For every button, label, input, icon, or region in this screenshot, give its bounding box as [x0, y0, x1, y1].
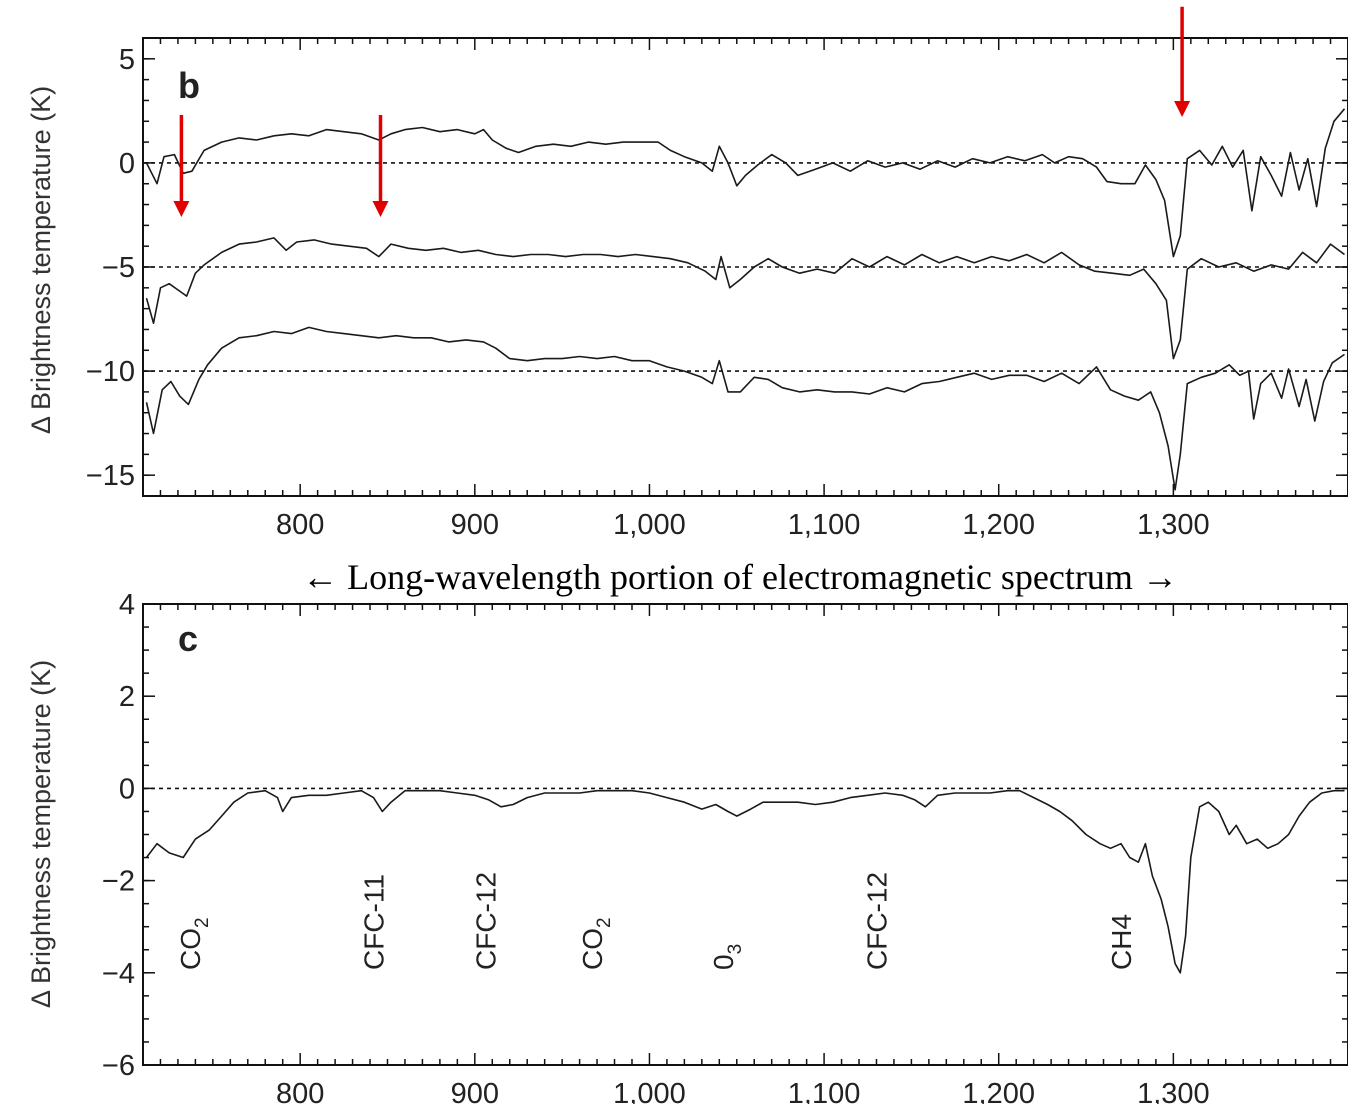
x-tick-label: 1,000 [613, 509, 686, 541]
panel-c-traces [145, 789, 1345, 974]
series-line-0 [145, 789, 1345, 974]
x-tick-label: 1,200 [962, 1078, 1035, 1104]
species-label: CFC-12 [470, 872, 501, 970]
panel-c-species-labels: CO2 CFC-11 CFC-12 CO2 03 CFC-12 CH4 [175, 872, 1137, 970]
series-line-2 [145, 326, 1345, 491]
y-tick-label: −5 [102, 252, 135, 284]
species-label: CO2 [175, 917, 213, 970]
y-tick-label: −4 [102, 958, 135, 990]
red-arrow-head-1 [372, 200, 389, 217]
series-line-0 [145, 108, 1346, 258]
x-tick-label: 800 [276, 1078, 324, 1104]
x-tick-label: 1,100 [788, 509, 861, 541]
x-tick-label: 1,000 [613, 1078, 686, 1104]
y-tick-label: −15 [86, 460, 135, 492]
panel-c-ticks: 800 900 1,000 1,100 1,200 1,300 4 2 0 −2 −4 −6 [102, 589, 1348, 1104]
panel-b-letter: b [178, 65, 200, 106]
species-label: CO2 [577, 917, 615, 970]
x-tick-label: 1,300 [1137, 1078, 1210, 1104]
y-tick-label: 4 [119, 589, 135, 621]
y-tick-label: −2 [102, 866, 135, 898]
panel-c-letter: c [178, 618, 198, 659]
panel-b-y-axis-title: Δ Brightness temperature (K) [26, 86, 56, 434]
y-tick-label: −6 [102, 1050, 135, 1082]
species-label: CFC-11 [359, 874, 390, 970]
panel-b-traces [145, 108, 1346, 491]
y-tick-label: 0 [119, 148, 135, 180]
spectrum-caption: ← Long-wavelength portion of electromagn… [302, 557, 1178, 597]
panel-b-frame [142, 37, 1348, 497]
species-label: 03 [708, 944, 746, 970]
y-tick-label: 0 [119, 773, 135, 805]
panel-b-arrows [173, 6, 1191, 217]
red-arrow-head-0 [173, 200, 190, 217]
x-tick-label: 1,100 [788, 1078, 861, 1104]
panel-b-chart: 800 900 1,000 1,100 1,200 1,300 5 0 −5 −10 −15 b Δ… [26, 6, 1348, 541]
x-tick-label: 1,200 [962, 509, 1035, 541]
x-tick-label: 800 [276, 509, 324, 541]
species-label: CFC-12 [861, 872, 892, 970]
x-tick-label: 900 [451, 1078, 499, 1104]
y-tick-label: −10 [86, 356, 135, 388]
y-tick-label: 5 [119, 44, 135, 76]
series-line-1 [145, 237, 1345, 360]
panel-c-frame [142, 603, 1348, 1066]
panel-c-y-axis-title: Δ Brightness temperature (K) [26, 660, 56, 1008]
x-tick-label: 1,300 [1137, 509, 1210, 541]
y-tick-label: 2 [119, 681, 135, 713]
panel-b-reference-lines [143, 162, 1348, 372]
x-tick-label: 900 [451, 509, 499, 541]
panel-b-ticks: 800 900 1,000 1,100 1,200 1,300 5 0 −5 −10 −15 [86, 37, 1348, 541]
red-arrow-head-2 [1174, 101, 1191, 118]
panel-c-chart: 800 900 1,000 1,100 1,200 1,300 4 2 0 −2 −4 −6 c Δ … [26, 589, 1348, 1104]
species-label: CH4 [1106, 914, 1137, 970]
